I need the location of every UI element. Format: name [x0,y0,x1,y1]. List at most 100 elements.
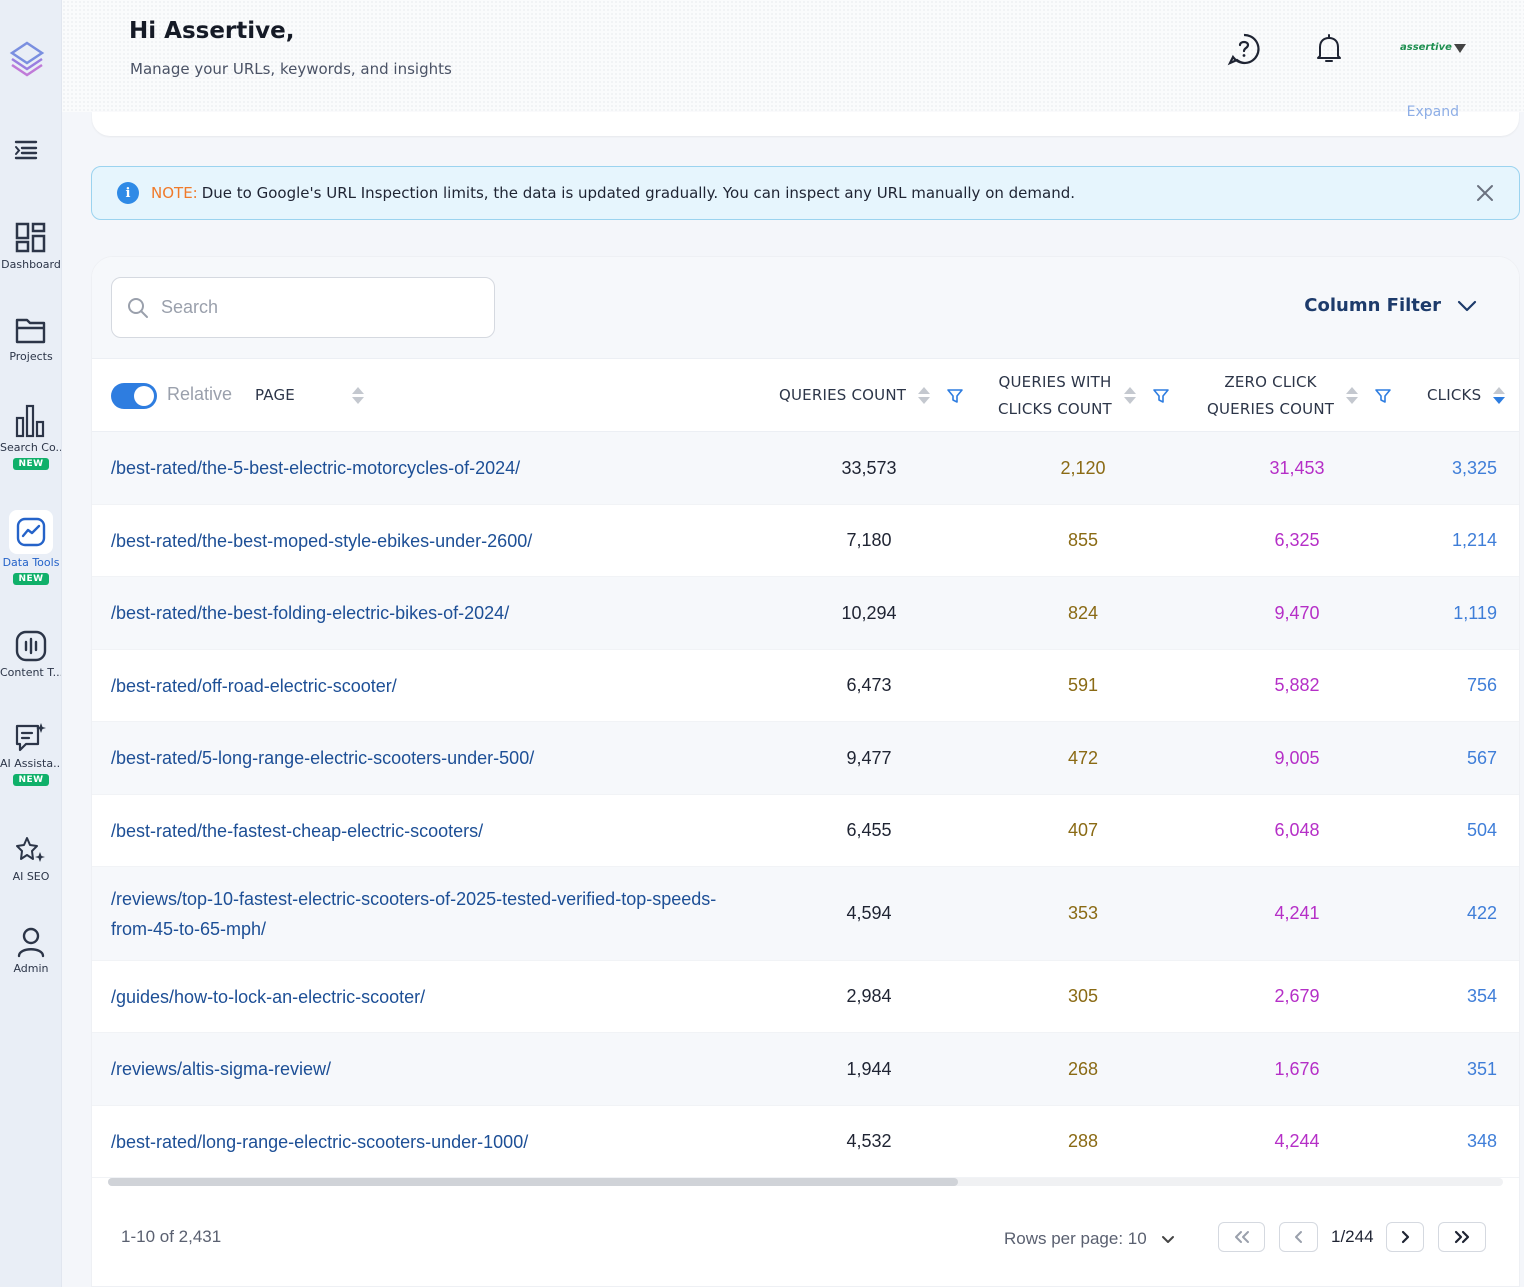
rows-per-page-select[interactable]: Rows per page: 10 [1004,1229,1175,1249]
queries-count-cell: 1,944 [846,1058,892,1079]
zero-click-cell: 9,470 [1274,602,1320,623]
sidebar-item-label: Dashboard [1,258,61,271]
clicks-cell: 348 [1466,1131,1497,1151]
table-row: /best-rated/off-road-electric-scooter/ 6… [92,650,1519,722]
zero-click-cell: 2,679 [1274,986,1320,1006]
page-link[interactable]: /best-rated/long-range-electric-scooters… [111,1131,529,1152]
page-link[interactable]: /reviews/altis-sigma-review/ [111,1059,332,1079]
column-header-queries-with-clicks: QUERIES WITH CLICKS COUNT [998,369,1170,423]
page-link[interactable]: /guides/how-to-lock-an-electric-scooter/ [111,986,426,1007]
column-header-label: QUERIES WITH CLICKS COUNT [998,369,1112,423]
expand-link[interactable]: Expand [1406,104,1459,120]
column-filter-button[interactable]: Column Filter [1304,295,1477,316]
zero-click-cell: 9,005 [1274,747,1320,768]
account-dropdown-icon[interactable] [1454,44,1466,53]
first-page-button[interactable] [1218,1222,1265,1252]
next-page-button[interactable] [1386,1222,1424,1252]
clicks-cell: 3,325 [1451,457,1497,478]
search-input[interactable] [161,297,481,318]
filter-icon[interactable] [1374,387,1392,405]
clicks-cell: 351 [1466,1058,1497,1079]
sort-icon[interactable] [918,386,931,406]
filter-icon[interactable] [946,387,964,405]
new-badge: NEW [13,573,49,585]
zero-click-cell: 4,244 [1274,1131,1320,1151]
sidebar-item-dashboard[interactable]: Dashboard [0,220,61,271]
queries-count-cell: 7,180 [846,530,892,550]
table-toolbar: Column Filter [92,257,1519,358]
page-link[interactable]: /best-rated/the-best-folding-electric-bi… [111,603,510,623]
column-header-label: QUERIES COUNT [779,386,907,404]
app-logo-icon[interactable] [8,40,46,82]
column-header-page: PAGE [255,382,364,409]
queries-with-clicks-cell: 2,120 [1060,457,1106,478]
chevron-down-icon [1457,300,1477,311]
table-row: /best-rated/the-fastest-cheap-electric-s… [92,795,1519,867]
horizontal-scrollbar[interactable] [108,1178,1503,1186]
relative-label: Relative [167,384,233,404]
last-page-button[interactable] [1438,1222,1486,1252]
sort-icon[interactable] [352,386,364,406]
queries-count-cell: 6,473 [846,675,892,695]
previous-page-button[interactable] [1279,1222,1318,1252]
table-footer: 1-10 of 2,431 Rows per page: 10 1/244 [92,1197,1519,1286]
sidebar-item-admin[interactable]: Admin [0,924,61,975]
clicks-cell: 567 [1466,747,1497,768]
clicks-cell: 354 [1466,986,1497,1006]
column-header-label: PAGE [255,386,295,404]
sidebar: Dashboard Projects Search Co... NEW Data… [0,0,62,1287]
table-row: /best-rated/the-5-best-electric-motorcyc… [92,432,1519,505]
sort-icon[interactable] [1123,386,1136,406]
page-link[interactable]: /best-rated/the-5-best-electric-motorcyc… [111,458,521,478]
column-header-clicks: CLICKS [1427,382,1506,409]
filter-icon[interactable] [1152,387,1170,405]
page-link[interactable]: /best-rated/the-fastest-cheap-electric-s… [111,820,484,841]
column-header-line: CLICKS COUNT [998,400,1112,418]
scrollbar-thumb[interactable] [108,1178,958,1186]
sidebar-item-data-tools[interactable]: Data Tools NEW [0,510,61,585]
page-indicator: 1/244 [1331,1227,1374,1246]
chevron-right-icon [1401,1230,1410,1244]
queries-with-clicks-cell: 824 [1067,602,1099,623]
table-row: /guides/how-to-lock-an-electric-scooter/… [92,961,1519,1033]
sidebar-item-search-console[interactable]: Search Co... NEW [0,403,62,470]
relative-toggle[interactable] [111,383,157,409]
search-box[interactable] [111,277,495,338]
note-text: Due to Google's URL Inspection limits, t… [201,184,1076,202]
sort-icon[interactable] [1346,386,1359,406]
new-badge: NEW [13,774,49,786]
page-subtitle: Manage your URLs, keywords, and insights [130,60,452,78]
page-title: Hi Assertive, [129,18,295,44]
account-brand-logo[interactable]: assertive [1400,42,1452,53]
double-chevron-left-icon [1234,1231,1249,1243]
clicks-cell: 756 [1466,675,1497,695]
table-row: /best-rated/5-long-range-electric-scoote… [92,722,1519,795]
page-link[interactable]: /best-rated/off-road-electric-scooter/ [111,675,397,696]
sidebar-item-projects[interactable]: Projects [0,312,61,363]
table-header: Relative PAGE QUERIES COUNT QUERIES WITH… [92,358,1519,432]
column-header-line: QUERIES WITH [998,373,1112,391]
queries-with-clicks-cell: 855 [1067,530,1099,550]
sort-desc-icon[interactable] [1493,386,1506,406]
sidebar-item-ai-assistant[interactable]: AI Assista... NEW [0,719,61,786]
page-link[interactable]: /best-rated/the-best-moped-style-ebikes-… [111,530,533,551]
column-header-queries-count: QUERIES COUNT [779,382,964,409]
queries-count-cell: 4,532 [846,1131,892,1151]
help-icon[interactable] [1227,32,1261,66]
menu-collapse-icon[interactable] [12,136,40,164]
close-icon[interactable] [1475,183,1495,203]
zero-click-cell: 31,453 [1269,457,1325,478]
new-badge: NEW [13,458,49,470]
sidebar-item-label: Search Co... [0,441,62,454]
table-row: /best-rated/the-best-moped-style-ebikes-… [92,505,1519,577]
sidebar-item-content-tools[interactable]: Content T... [0,628,61,679]
rows-per-page-label: Rows per page: 10 [1004,1229,1147,1248]
page-link[interactable]: /best-rated/5-long-range-electric-scoote… [111,748,535,768]
clicks-cell: 1,214 [1451,530,1497,550]
sidebar-item-ai-seo[interactable]: AI SEO [0,832,61,883]
page-link[interactable]: /reviews/top-10-fastest-electric-scooter… [111,888,717,939]
user-icon [14,924,48,960]
table-row: /reviews/top-10-fastest-electric-scooter… [92,867,1519,961]
notification-bell-icon[interactable] [1312,32,1346,66]
line-chart-icon [9,510,53,554]
